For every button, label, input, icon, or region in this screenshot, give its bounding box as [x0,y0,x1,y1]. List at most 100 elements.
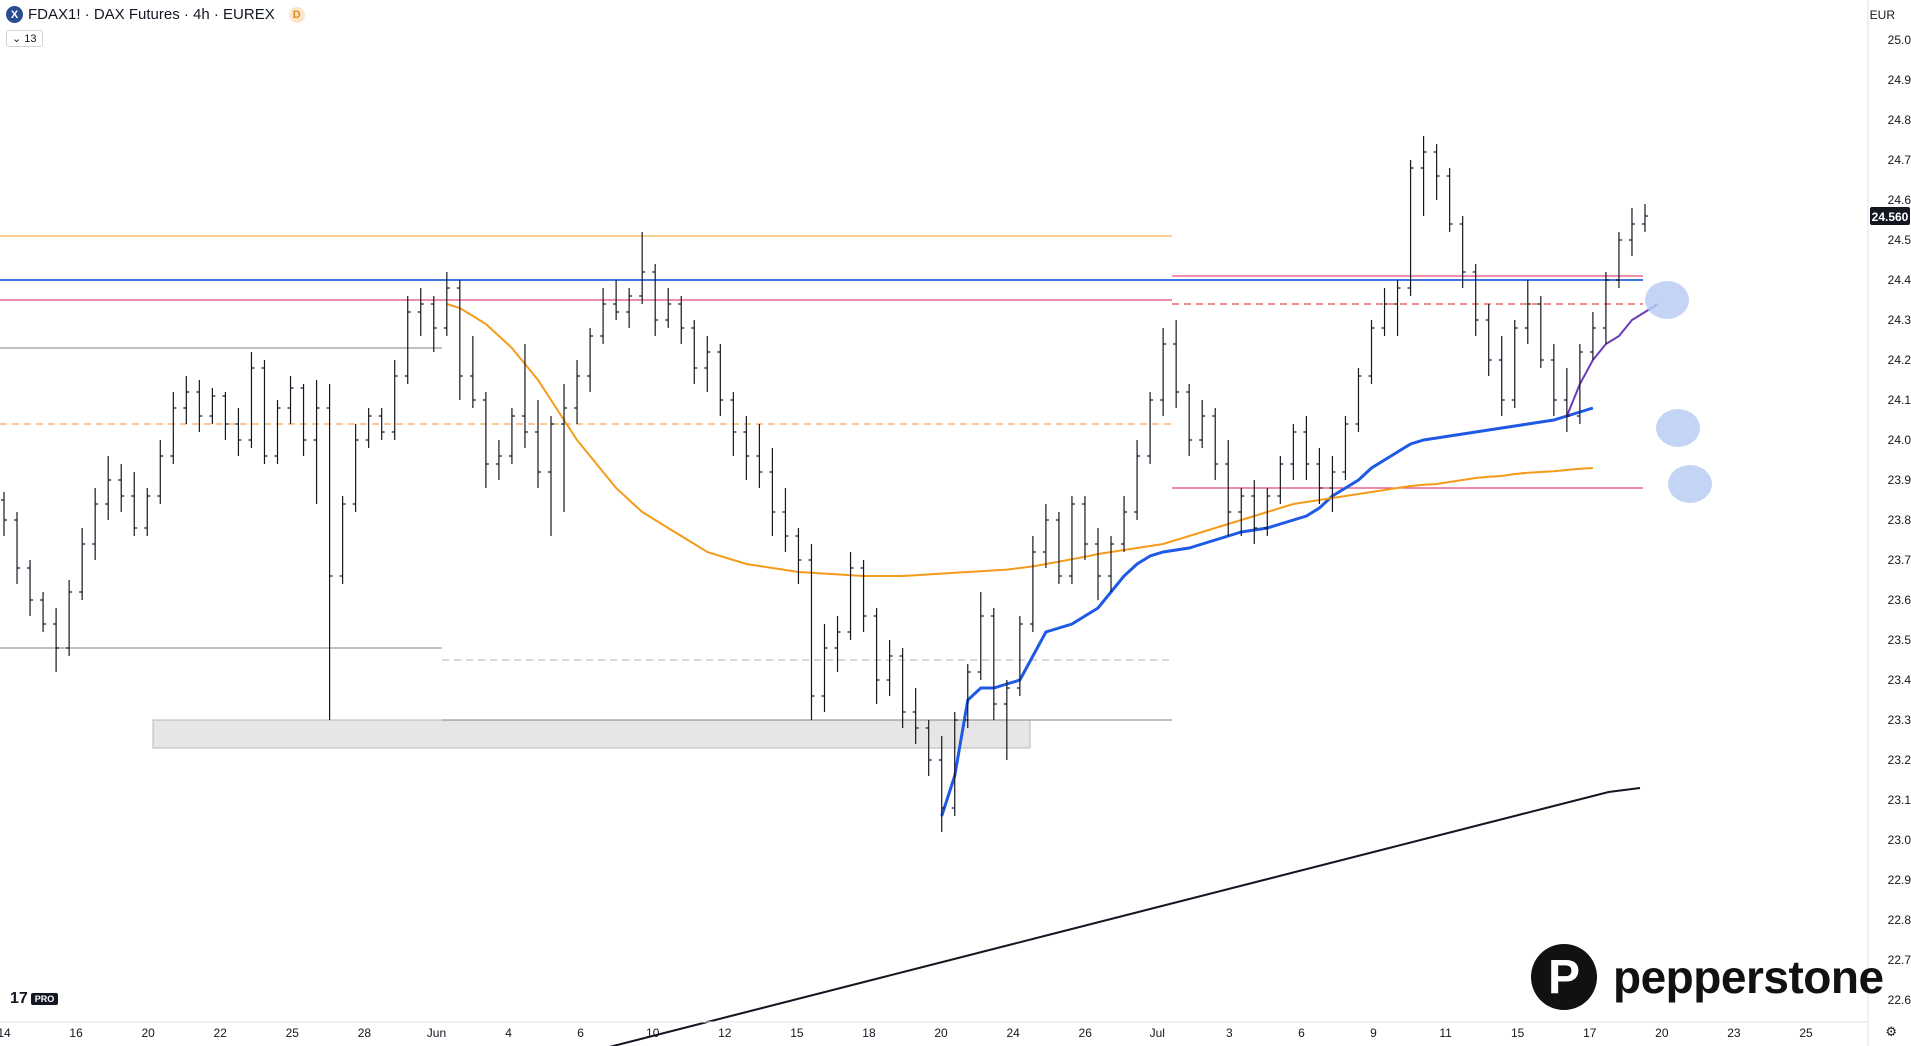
time-tick-label: 20 [1655,1026,1669,1040]
candle [118,464,125,512]
candle [548,416,554,536]
time-tick-label: 15 [790,1026,804,1040]
candle [1537,296,1544,368]
candle [1029,536,1036,632]
price-tick-label: 23.100 [1888,793,1911,807]
candle [964,664,971,728]
time-tick-label: Jun [427,1026,446,1040]
candle [469,336,476,408]
candle [769,448,776,536]
price-tick-label: 23.700 [1888,553,1911,567]
time-tick-label: 9 [1370,1026,1377,1040]
candle [430,296,437,352]
candle [1498,336,1505,416]
price-tick-label: 24.700 [1888,153,1911,167]
price-tick-label: 22.900 [1888,873,1911,887]
chart-title[interactable]: FDAX1! · DAX Futures · 4h · EUREX [28,6,275,23]
candle [1212,408,1219,480]
price-tick-label: 24.600 [1888,193,1911,207]
candle [157,440,164,504]
candle [300,384,307,456]
candle [1446,168,1453,232]
candle [756,424,763,488]
time-tick-label: 25 [286,1026,300,1040]
indicators-toggle[interactable]: ⌄ 13 [6,30,43,47]
candle [951,712,958,816]
candle [912,688,919,744]
candle [938,736,945,832]
candle [652,264,659,336]
candle [131,472,138,536]
candle [1433,144,1440,200]
candle [482,392,489,488]
candle [704,336,711,392]
candle [287,376,294,424]
candle [1615,232,1622,288]
candle [1173,320,1180,408]
candle [1042,504,1049,568]
time-tick-label: 6 [577,1026,584,1040]
candle [1303,416,1310,480]
candle [313,380,320,504]
candle [587,328,594,392]
time-tick-label: 6 [1298,1026,1305,1040]
price-tick-label: 23.900 [1888,473,1911,487]
price-tick-label: 25.000 [1888,33,1911,47]
candle [1342,416,1349,480]
candle [1251,480,1258,544]
candle [248,352,255,448]
time-tick-label: 16 [69,1026,83,1040]
candle [782,488,789,552]
pepperstone-wordmark: pepperstone [1613,951,1884,1003]
candle [886,640,893,696]
target-marker [1668,465,1712,503]
price-tick-label: 24.500 [1888,233,1911,247]
price-tick-label: 22.600 [1888,993,1911,1007]
candle [873,608,880,704]
time-tick-label: 25 [1799,1026,1813,1040]
candle [1055,512,1062,584]
candle [1225,440,1232,536]
moving-averages-layer [446,303,1659,1046]
candle [1186,384,1193,456]
currency-label[interactable]: EUR [1869,8,1895,22]
time-tick-label: 20 [141,1026,155,1040]
moving-average-line [609,787,1641,1046]
candle [1316,448,1323,504]
candle [521,344,528,448]
candle [613,280,620,320]
candle [222,392,229,440]
candle [600,288,607,344]
candle [717,344,724,416]
pepperstone-logo: P pepperstone [1531,944,1884,1010]
candle [925,720,932,776]
time-axis[interactable]: 14 16 20 22 25 28 Jun 4 6 10 12 15 18 20 24 26 Jul 3 6 9 11 1… [0,1021,1868,1040]
candle [1108,536,1115,592]
target-marker [1645,281,1689,319]
candle [1095,528,1101,600]
candle [1160,328,1167,416]
time-tick-label: 18 [862,1026,876,1040]
price-tick-label: 23.300 [1888,713,1911,727]
candle [456,280,463,400]
time-tick-label: 3 [1226,1026,1233,1040]
candle [847,552,854,640]
price-tick-label: 24.200 [1888,353,1911,367]
candle [1016,616,1023,696]
chart-header: X FDAX1! · DAX Futures · 4h · EUREX D [6,6,305,23]
gear-icon[interactable]: ⚙ [1885,1024,1897,1039]
candle [1147,392,1154,464]
time-tick-label: 14 [0,1026,11,1040]
candle [209,388,216,424]
candle [1485,304,1492,376]
price-tick-label: 24.800 [1888,113,1911,127]
candle [808,544,815,720]
candle [1394,280,1401,336]
candle [378,408,385,440]
candle [1121,496,1128,552]
price-tick-label: 24.000 [1888,433,1911,447]
demand-zone [152,719,1031,749]
candle [1199,400,1206,448]
price-axis[interactable]: 25.000 24.900 24.800 24.700 24.600 24.500 24.4… [1867,0,1911,1046]
